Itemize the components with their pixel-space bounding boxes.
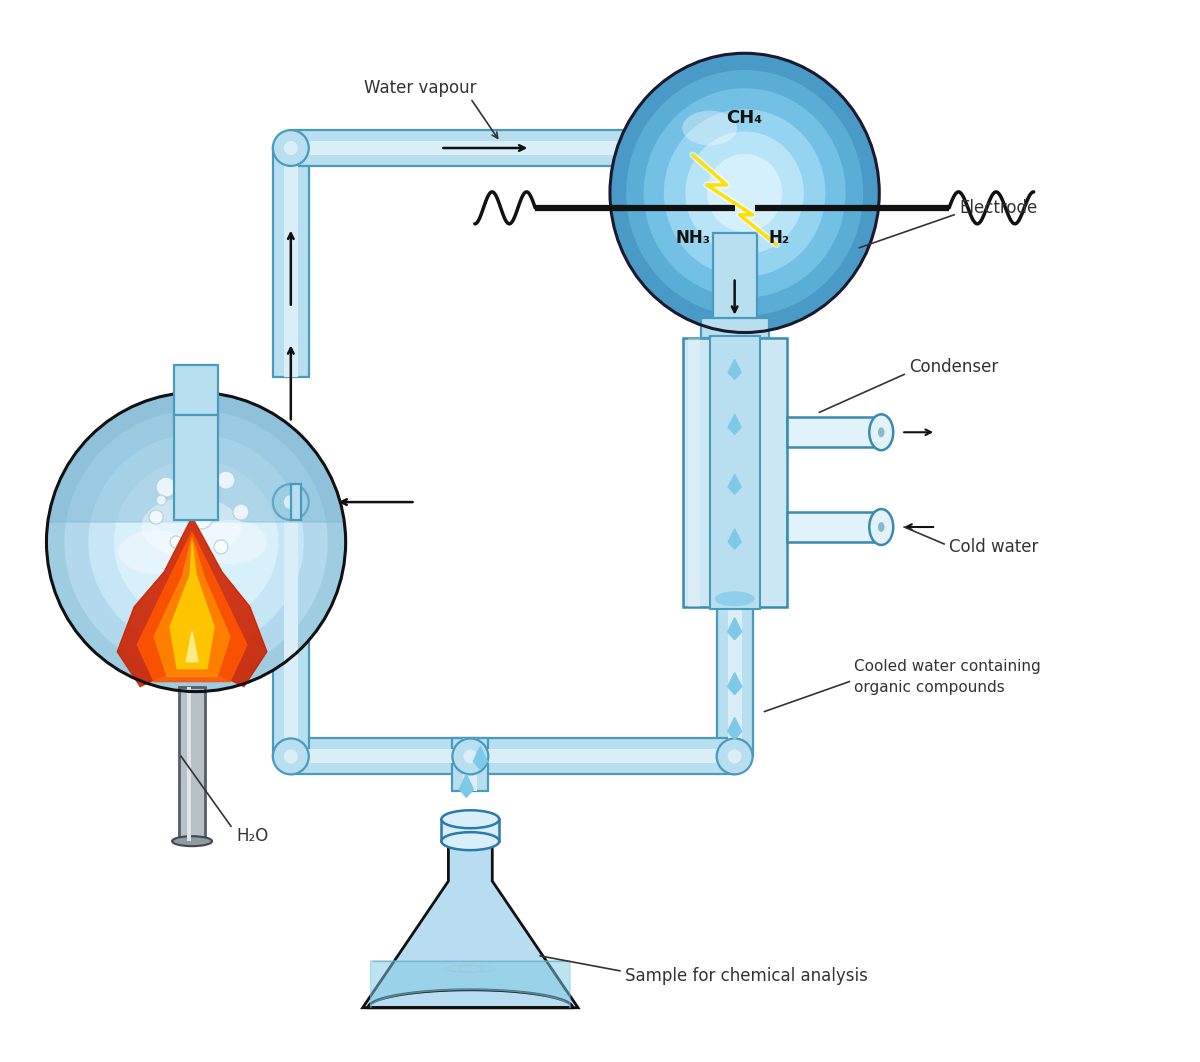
- Circle shape: [190, 506, 214, 529]
- Circle shape: [284, 141, 298, 155]
- Polygon shape: [727, 672, 742, 695]
- Bar: [786, 512, 881, 542]
- Ellipse shape: [869, 414, 893, 450]
- Circle shape: [217, 472, 235, 490]
- Ellipse shape: [114, 460, 278, 624]
- Polygon shape: [186, 632, 198, 662]
- Ellipse shape: [878, 523, 884, 532]
- Ellipse shape: [47, 392, 346, 691]
- Ellipse shape: [878, 427, 884, 438]
- FancyBboxPatch shape: [179, 687, 205, 841]
- Bar: [716, 308, 752, 756]
- Circle shape: [156, 495, 166, 506]
- Circle shape: [284, 495, 298, 509]
- Text: Electrode: Electrode: [959, 199, 1037, 217]
- Ellipse shape: [643, 88, 846, 297]
- Bar: [290, 130, 665, 166]
- Bar: [290, 484, 301, 520]
- Ellipse shape: [196, 520, 266, 564]
- Bar: [284, 502, 298, 756]
- Ellipse shape: [442, 810, 499, 828]
- FancyBboxPatch shape: [701, 318, 768, 338]
- Ellipse shape: [142, 497, 241, 556]
- Text: Water vapour: Water vapour: [365, 80, 476, 97]
- Bar: [290, 141, 665, 155]
- Circle shape: [272, 484, 308, 520]
- Ellipse shape: [610, 53, 880, 332]
- Bar: [786, 417, 881, 447]
- Polygon shape: [727, 618, 742, 639]
- Circle shape: [727, 750, 742, 764]
- Ellipse shape: [442, 833, 499, 851]
- Bar: [284, 148, 298, 377]
- Circle shape: [156, 477, 176, 497]
- Polygon shape: [47, 392, 346, 542]
- Polygon shape: [154, 537, 230, 676]
- Ellipse shape: [869, 509, 893, 545]
- Ellipse shape: [707, 154, 782, 232]
- Circle shape: [149, 510, 163, 524]
- Bar: [442, 819, 499, 841]
- Bar: [276, 495, 290, 509]
- Ellipse shape: [626, 70, 863, 315]
- FancyBboxPatch shape: [683, 338, 786, 606]
- Polygon shape: [728, 359, 742, 379]
- Circle shape: [182, 448, 210, 476]
- Text: NH₃: NH₃: [676, 228, 710, 246]
- Circle shape: [272, 738, 308, 774]
- Text: Cold water: Cold water: [949, 538, 1038, 556]
- Bar: [452, 738, 488, 791]
- Text: H₂O: H₂O: [236, 827, 269, 845]
- Polygon shape: [371, 961, 570, 1008]
- Circle shape: [272, 130, 308, 166]
- Circle shape: [284, 750, 298, 764]
- Polygon shape: [728, 474, 742, 494]
- Ellipse shape: [685, 132, 804, 254]
- Text: Cooled water containing
organic compounds: Cooled water containing organic compound…: [854, 658, 1042, 695]
- Bar: [272, 148, 308, 377]
- Bar: [463, 738, 478, 791]
- Polygon shape: [728, 414, 742, 434]
- Bar: [688, 338, 700, 606]
- Bar: [187, 687, 191, 841]
- Text: Sample for chemical analysis: Sample for chemical analysis: [625, 966, 868, 984]
- Polygon shape: [362, 841, 578, 1008]
- Polygon shape: [473, 747, 487, 769]
- Bar: [174, 365, 218, 415]
- Circle shape: [170, 536, 182, 548]
- Bar: [272, 502, 308, 756]
- Ellipse shape: [172, 836, 212, 846]
- Ellipse shape: [119, 530, 194, 573]
- Ellipse shape: [65, 410, 328, 673]
- Bar: [713, 233, 756, 332]
- Polygon shape: [727, 718, 742, 739]
- Bar: [276, 484, 290, 520]
- Ellipse shape: [664, 109, 826, 277]
- Polygon shape: [118, 517, 266, 687]
- Circle shape: [233, 504, 248, 520]
- Text: Condenser: Condenser: [910, 359, 998, 376]
- Circle shape: [716, 738, 752, 774]
- Bar: [727, 308, 742, 756]
- Text: H₂: H₂: [769, 228, 790, 246]
- FancyBboxPatch shape: [709, 336, 760, 609]
- Polygon shape: [460, 774, 473, 798]
- Ellipse shape: [715, 592, 755, 606]
- Polygon shape: [137, 532, 247, 682]
- Ellipse shape: [89, 434, 304, 650]
- Ellipse shape: [683, 110, 737, 145]
- Polygon shape: [170, 542, 214, 669]
- Circle shape: [463, 750, 478, 764]
- Circle shape: [214, 539, 228, 554]
- Bar: [290, 750, 734, 764]
- Bar: [174, 415, 218, 520]
- Circle shape: [452, 738, 488, 774]
- Bar: [290, 738, 734, 774]
- Polygon shape: [728, 529, 742, 549]
- Text: CH₄: CH₄: [726, 109, 763, 127]
